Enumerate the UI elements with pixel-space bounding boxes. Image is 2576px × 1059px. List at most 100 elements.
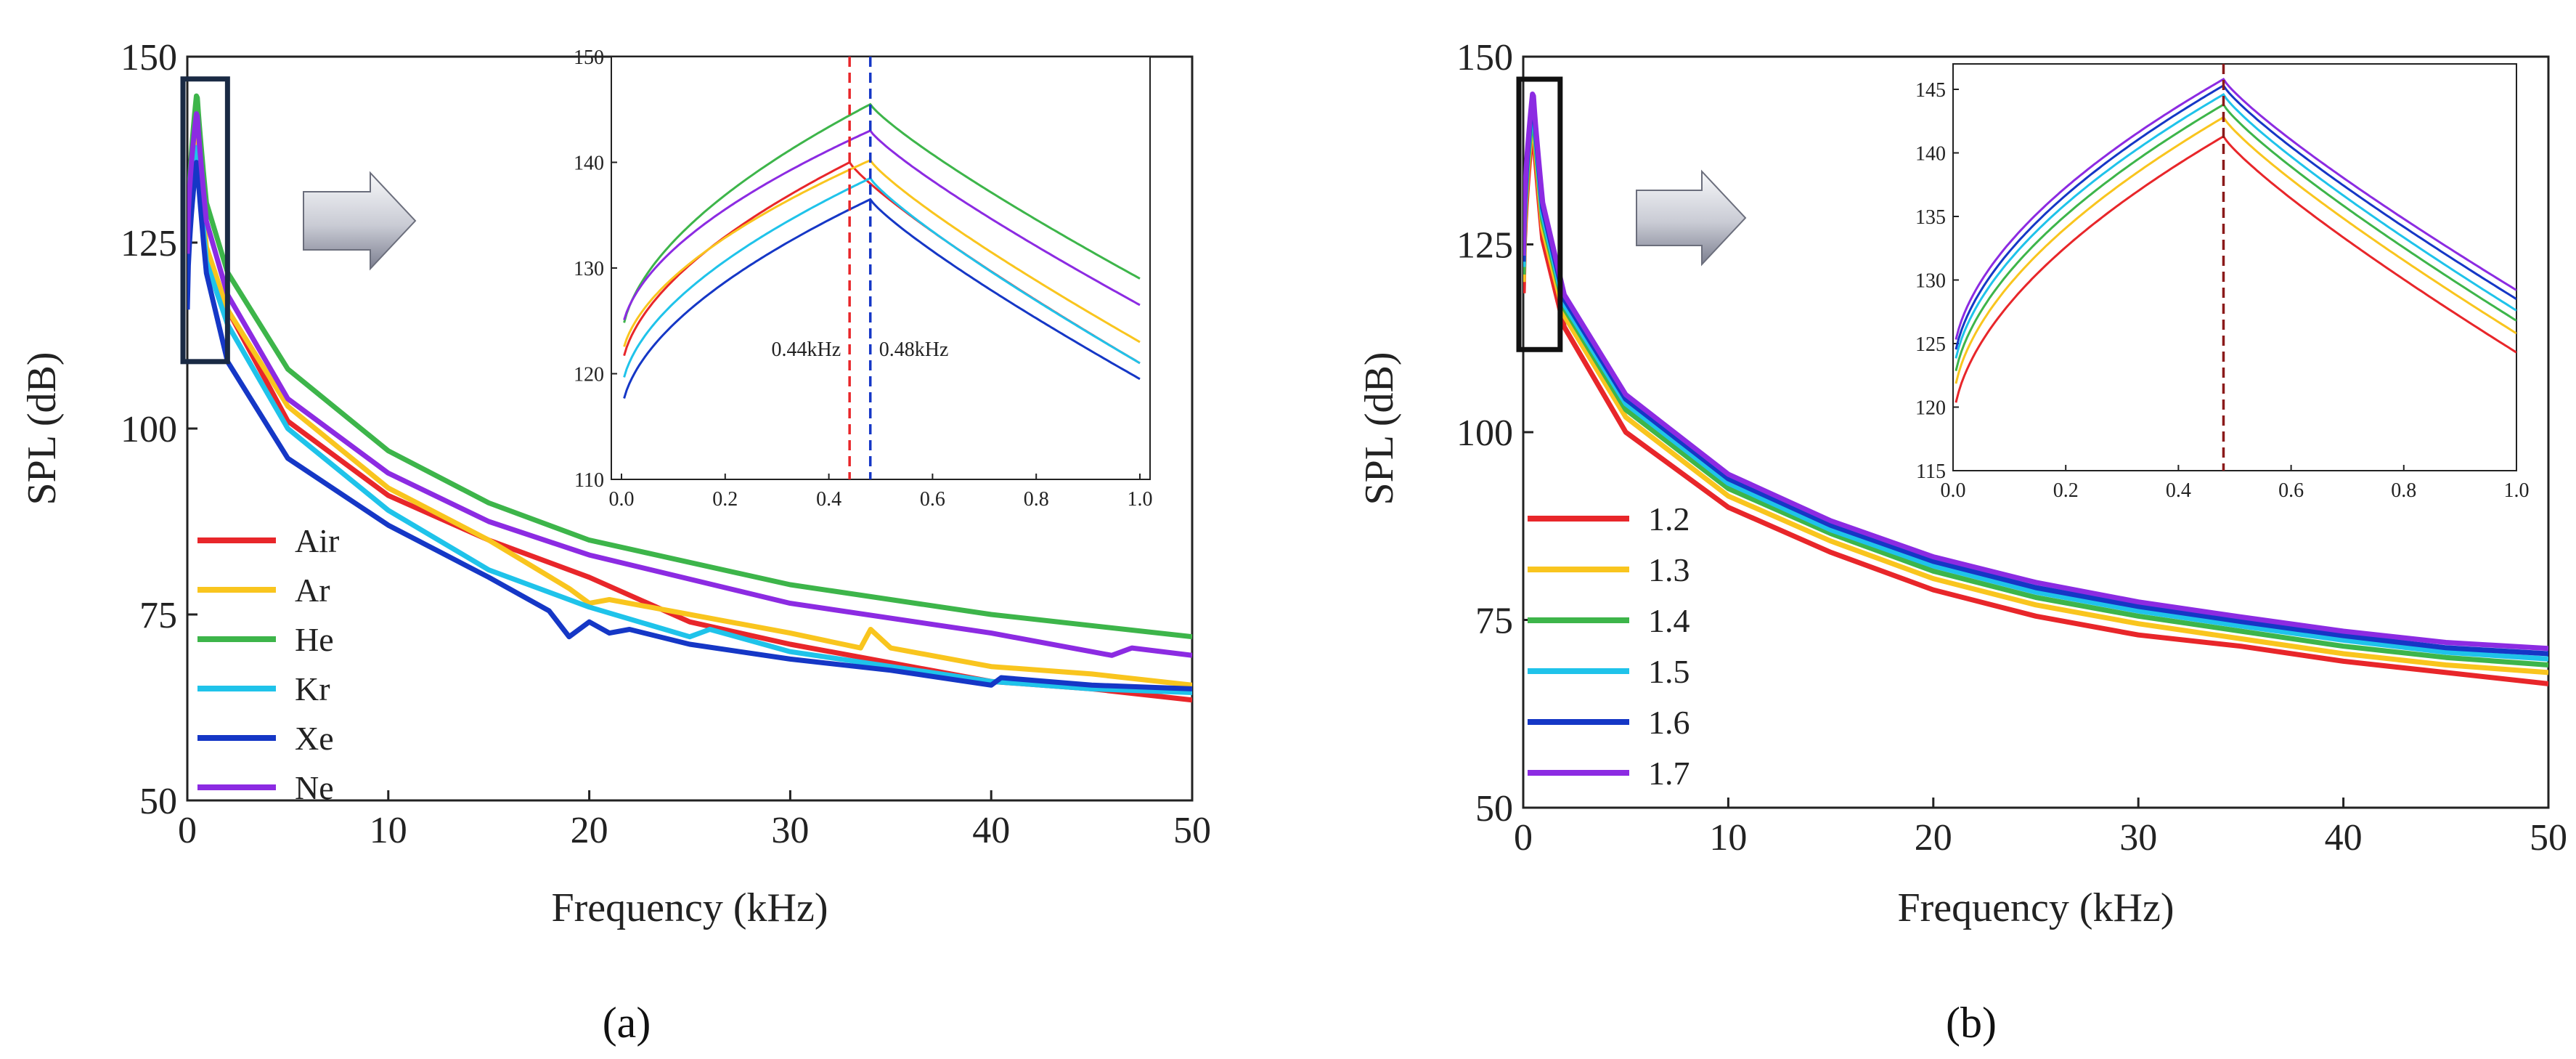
- inset-series-line-He: [623, 102, 1141, 323]
- peak-frequency-label: 0.44kHz: [772, 338, 841, 361]
- inset-x-tick-label: 0.2: [2053, 479, 2079, 502]
- inset-series-line-Kr: [623, 176, 1141, 378]
- inset-x-tick-label: 1.0: [1128, 488, 1153, 511]
- inset-series-line-1-7: [1955, 78, 2516, 340]
- x-tick-label: 10: [370, 810, 407, 851]
- inset-axes-a: 0.0 0.2 0.4 0.6 0.8 1.0 110 120 130 140 150: [574, 46, 1153, 511]
- inset-x-tick-label: 0.2: [712, 488, 738, 511]
- inset-annotations-a: 0.44kHz 0.48kHz: [772, 57, 949, 479]
- y-tick-label: 75: [1475, 601, 1513, 642]
- inset-series-line-1-3: [1955, 115, 2516, 384]
- chart-panel-b: 0 10 20 30 40 50 50 75 100 125 150 1.2 1.3 1.4 1.5 1.6…: [1357, 37, 2567, 1047]
- zoom-box-a: [180, 76, 230, 365]
- y-axis-title-a: SPL (dB): [20, 352, 65, 505]
- inset-y-tick-label: 130: [574, 258, 604, 280]
- panel-label-b: (b): [1946, 999, 1997, 1047]
- legend-label: Kr: [295, 670, 330, 707]
- inset-x-tick-label: 0.8: [2391, 479, 2416, 502]
- x-tick-label: 50: [1173, 810, 1211, 851]
- series-line-Xe: [187, 160, 1192, 691]
- inset-a: 0.0 0.2 0.4 0.6 0.8 1.0 110 120 130 140 150 0.44kH…: [574, 46, 1153, 511]
- y-tick-label: 150: [121, 37, 177, 78]
- y-tick-label: 50: [139, 781, 177, 822]
- series-line-Ne: [187, 111, 1192, 658]
- inset-series-line-Ar: [623, 158, 1141, 347]
- legend-label: Xe: [295, 720, 334, 757]
- legend-label: 1.5: [1648, 653, 1690, 690]
- inset-series-line-1-2: [1955, 134, 2516, 403]
- inset-series-lines-b: [1955, 78, 2516, 403]
- x-tick-label: 40: [2325, 817, 2363, 859]
- main-axes-a: 0 10 20 30 40 50 50 75 100 125 150: [121, 37, 1211, 851]
- zoom-arrow-icon: [303, 171, 417, 271]
- inset-y-tick-label: 150: [574, 46, 604, 69]
- inset-y-tick-label: 140: [574, 153, 604, 175]
- inset-series-line-1-5: [1955, 92, 2516, 359]
- x-tick-label: 40: [972, 810, 1010, 851]
- zoom-arrow-icon: [1636, 169, 1747, 267]
- zoom-region-box: [1516, 76, 1563, 352]
- legend-label: 1.7: [1648, 755, 1690, 792]
- inset-x-tick-label: 0.0: [1941, 479, 1966, 502]
- series-lines-a: [187, 93, 1192, 703]
- panel-label-a: (a): [603, 999, 651, 1047]
- inset-series-line-Ne: [623, 129, 1141, 320]
- x-axis-title-b: Frequency (kHz): [1898, 885, 2174, 930]
- legend-label: 1.3: [1648, 551, 1690, 588]
- inset-series-lines-a: [623, 102, 1141, 399]
- legend-a: Air Ar He Kr Xe Ne: [197, 522, 339, 806]
- inset-x-tick-label: 0.0: [609, 488, 635, 511]
- inset-series-line-1-4: [1955, 102, 2516, 371]
- x-tick-label: 50: [2530, 817, 2567, 859]
- series-lines-b: [1523, 92, 2548, 686]
- y-tick-label: 150: [1456, 37, 1513, 78]
- legend-label: He: [295, 621, 334, 658]
- x-tick-label: 20: [571, 810, 608, 851]
- inset-y-tick-label: 130: [1915, 270, 1946, 293]
- x-axis-title-a: Frequency (kHz): [552, 885, 828, 930]
- x-tick-label: 30: [771, 810, 809, 851]
- series-line-1-7: [1523, 92, 2548, 652]
- x-tick-label: 0: [178, 810, 197, 851]
- legend-b: 1.2 1.3 1.4 1.5 1.6 1.7: [1528, 500, 1690, 792]
- peak-frequency-label: 0.48kHz: [879, 338, 949, 361]
- inset-b: 0.0 0.2 0.4 0.6 0.8 1.0 115 120 125 130 135 140 145: [1915, 63, 2530, 502]
- inset-y-tick-label: 120: [1915, 397, 1946, 420]
- inset-y-tick-label: 145: [1915, 79, 1946, 102]
- x-tick-label: 30: [2119, 817, 2157, 859]
- y-tick-label: 125: [121, 223, 177, 264]
- inset-y-tick-label: 120: [574, 364, 604, 386]
- inset-series-line-1-6: [1955, 84, 2516, 350]
- legend-label: 1.2: [1648, 500, 1690, 537]
- inset-frame: [611, 56, 1151, 480]
- zoom-box-b: [1516, 76, 1563, 352]
- inset-x-tick-label: 1.0: [2504, 479, 2530, 502]
- inset-x-tick-label: 0.4: [816, 488, 841, 511]
- inset-x-tick-label: 0.6: [920, 488, 945, 511]
- inset-x-tick-label: 0.4: [2166, 479, 2191, 502]
- inset-y-tick-label: 115: [1916, 460, 1946, 483]
- legend-label: Air: [295, 522, 339, 559]
- legend-label: 1.4: [1648, 602, 1690, 639]
- zoom-region-box: [180, 76, 230, 365]
- main-axes-b: 0 10 20 30 40 50 50 75 100 125 150: [1456, 37, 2567, 859]
- inset-y-tick-label: 135: [1915, 206, 1946, 229]
- x-tick-label: 10: [1709, 817, 1747, 859]
- chart-panel-a: 0 10 20 30 40 50 50 75 100 125 150 Air Ar He Kr Xe Ne 0…: [20, 37, 1211, 1047]
- y-tick-label: 125: [1456, 225, 1513, 267]
- legend-label: 1.6: [1648, 704, 1690, 741]
- inset-x-tick-label: 0.8: [1024, 488, 1049, 511]
- y-tick-label: 50: [1475, 788, 1513, 829]
- x-tick-label: 20: [1915, 817, 1952, 859]
- y-axis-title-b: SPL (dB): [1357, 352, 1402, 505]
- y-tick-label: 100: [121, 409, 177, 450]
- y-tick-label: 100: [1456, 413, 1513, 454]
- inset-x-tick-label: 0.6: [2278, 479, 2304, 502]
- inset-y-tick-label: 125: [1915, 333, 1946, 356]
- x-tick-label: 0: [1514, 817, 1533, 859]
- inset-series-line-Xe: [623, 198, 1141, 399]
- legend-label: Ne: [295, 769, 334, 806]
- inset-y-tick-label: 140: [1915, 143, 1946, 166]
- y-tick-label: 75: [139, 595, 177, 636]
